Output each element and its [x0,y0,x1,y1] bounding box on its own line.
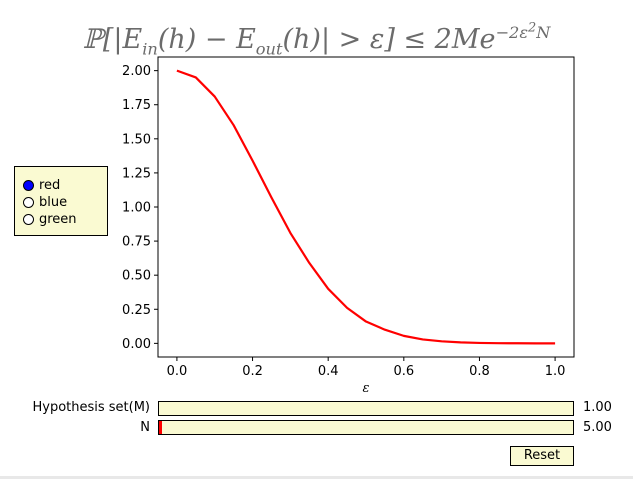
x-axis-label: ε [363,381,370,396]
radio-option-blue[interactable]: blue [23,193,67,211]
y-tick-label: 0.00 [122,337,151,352]
hypothesis-slider-label: Hypothesis set(M) [32,400,150,415]
radio-label-green: green [39,211,77,227]
radio-option-green[interactable]: green [23,210,77,228]
x-tick-label: 0.8 [469,364,490,379]
x-tick-label: 0.6 [393,364,414,379]
color-radio-panel: red blue green [14,166,108,236]
n-slider-label: N [140,420,150,435]
axes-frame [157,56,575,358]
title-text: ℙ[|Ein(h) − Eout(h)| > ε] ≤ 2Me−2ε2N [82,21,551,59]
y-tick-label: 1.00 [122,201,151,216]
y-tick-label: 0.75 [122,235,151,250]
n-slider-value: 5.00 [583,420,612,435]
n-slider-fill [159,421,162,434]
radio-button-red[interactable] [23,179,34,191]
x-tick-label: 0.2 [242,364,263,379]
radio-option-red[interactable]: red [23,176,60,194]
series-line [176,69,556,345]
hypothesis-slider[interactable] [158,401,574,416]
radio-label-red: red [39,177,61,193]
y-tick-label: 1.50 [122,132,151,147]
plot-group: 0.0 0.2 0.4 0.6 0.8 1.0 0.00 0.25 0.50 0.75 1.00 1.… [122,56,575,396]
y-tick-label: 1.75 [122,98,151,113]
n-slider[interactable] [158,420,574,435]
hypothesis-slider-value: 1.00 [583,400,612,415]
y-tick-label: 2.00 [122,64,151,79]
radio-label-blue: blue [39,194,68,210]
radio-button-green[interactable] [23,213,34,225]
x-tick-label: 1.0 [545,364,566,379]
y-tick-label: 0.25 [122,303,151,318]
reset-button[interactable]: Reset [510,446,574,466]
y-tick-label: 0.50 [122,269,151,284]
chart-area: 0.0 0.2 0.4 0.6 0.8 1.0 0.00 0.25 0.50 0.75 1.00 1.… [122,56,575,396]
x-tick-label: 0.4 [318,364,339,379]
y-tick-label: 1.25 [122,166,151,181]
radio-button-blue[interactable] [23,196,34,208]
x-tick-label: 0.0 [167,364,188,379]
chart-title: ℙ[|Ein(h) − Eout(h)| > ε] ≤ 2Me−2ε2N [0,6,633,59]
window-bottom-edge [0,476,633,479]
